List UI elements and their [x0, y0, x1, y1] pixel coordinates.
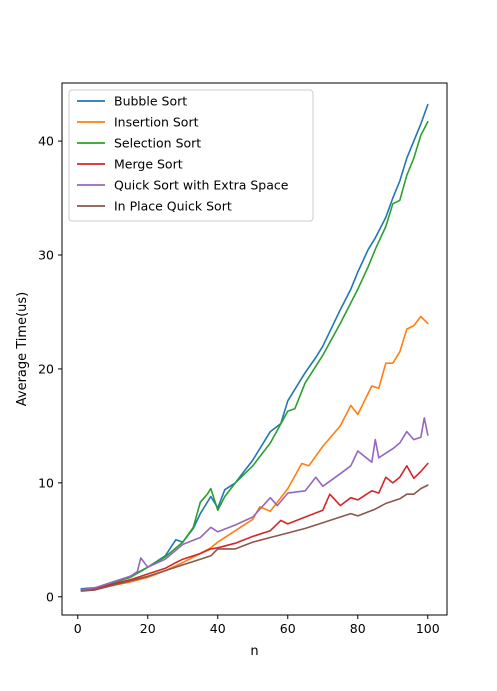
y-axis-label: Average Time(us)	[15, 292, 30, 407]
series-line-3	[80, 120, 429, 591]
y-tick-label: 0	[46, 589, 54, 604]
legend-entry-label: Merge Sort	[114, 157, 183, 172]
legend-entry-label: Bubble Sort	[114, 94, 187, 109]
y-tick-label: 10	[38, 475, 54, 490]
legend-box	[68, 89, 314, 222]
x-tick-label: 0	[74, 621, 82, 636]
legend-entry-label: Insertion Sort	[114, 115, 199, 130]
y-tick-label: 40	[38, 134, 54, 149]
series-line-4	[80, 462, 429, 591]
legend-entry-label: Selection Sort	[114, 136, 201, 151]
x-tick-label: 20	[140, 621, 156, 636]
plot-frame	[61, 82, 448, 616]
x-tick-label: 100	[416, 621, 440, 636]
series-line-6	[80, 484, 429, 592]
series-layer	[80, 103, 429, 592]
legend-entry-label: In Place Quick Sort	[114, 199, 232, 214]
legend-entry-label: Quick Sort with Extra Space	[114, 178, 289, 193]
axes-layer: 0 20 40 60 80 100 0 10 20 30 40	[38, 134, 440, 636]
x-tick-label: 40	[210, 621, 226, 636]
x-axis-label: n	[250, 644, 258, 659]
legend: Bubble Sort Insertion Sort Selection Sort M…	[68, 89, 314, 222]
series-line-5	[80, 417, 429, 591]
x-tick-label: 80	[350, 621, 366, 636]
x-tick-label: 60	[280, 621, 296, 636]
y-tick-label: 30	[38, 248, 54, 263]
y-tick-label: 20	[38, 361, 54, 376]
